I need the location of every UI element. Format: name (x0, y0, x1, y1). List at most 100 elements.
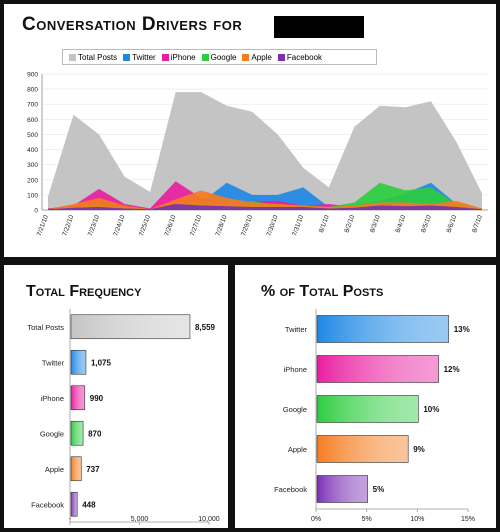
y-tick-label: 500 (27, 132, 38, 139)
pct-bar-shade-twitter (316, 315, 450, 343)
y-tick-label: 700 (27, 102, 38, 109)
freq-x-tick-label: 10,000 (198, 516, 220, 523)
x-tick-label: 8/5/10 (420, 214, 433, 234)
freq-category-label: Facebook (31, 500, 64, 509)
area-series-total-posts (48, 92, 482, 210)
pct-category-label: Facebook (274, 485, 307, 494)
frequency-chart-svg: Total Posts 8,559 Twitter 1,075 iPhone 990 Goo… (27, 309, 220, 525)
x-tick-label: 7/30/10 (266, 214, 280, 237)
freq-value-label: 8,559 (195, 323, 216, 332)
freq-value-label: 1,075 (91, 358, 112, 367)
pct-x-tick-label: 15% (461, 516, 475, 523)
freq-bar-shade-facebook (70, 491, 78, 517)
pct-x-tick-label: 0% (311, 516, 321, 523)
frequency-chart-panel: Total Frequency Total Posts 8,559 Twitter 1… (4, 265, 228, 528)
pct-x-tick-label: 10% (410, 516, 424, 523)
pct-value-label: 10% (423, 405, 439, 414)
legend-label-facebook: Facebook (286, 52, 323, 62)
freq-bar-shade-iphone (70, 385, 86, 411)
pct-value-label: 13% (454, 325, 470, 334)
pct-category-label: Google (283, 405, 307, 414)
legend-swatch-facebook (277, 53, 285, 61)
x-tick-label: 7/26/10 (164, 214, 178, 237)
pct-value-label: 9% (413, 445, 425, 454)
legend-item-facebook: Facebook (277, 52, 323, 62)
freq-category-label: Apple (45, 465, 64, 474)
x-tick-label: 8/6/10 (446, 214, 459, 234)
legend-item-twitter: Twitter (123, 53, 156, 62)
freq-value-label: 870 (88, 429, 102, 438)
y-tick-label: 900 (27, 72, 38, 79)
legend-item-google: Google (201, 52, 237, 62)
freq-category-label: Twitter (42, 358, 65, 367)
area-chart-legend: Total Posts Twitter iPhone Google Apple Faceb… (62, 49, 377, 65)
y-tick-label: 300 (27, 162, 38, 169)
y-tick-label: 800 (27, 87, 38, 94)
freq-bar-shade-google (70, 420, 84, 446)
y-tick-label: 100 (27, 192, 38, 199)
legend-item-total-posts: Total Posts (69, 53, 117, 62)
x-tick-label: 8/2/10 (343, 214, 356, 234)
pct-bar-shade-apple (316, 435, 409, 463)
x-tick-label: 8/3/10 (369, 214, 382, 234)
legend-swatch-google (201, 53, 209, 61)
legend-swatch-apple (242, 53, 250, 61)
pct-x-tick-label: 5% (362, 516, 372, 523)
redacted-brand-box (274, 16, 364, 38)
x-tick-label: 8/7/10 (471, 214, 484, 234)
legend-swatch-iphone (161, 53, 169, 61)
y-tick-label: 600 (27, 117, 38, 124)
freq-value-label: 990 (90, 394, 104, 403)
pct-bar-shade-facebook (316, 475, 368, 503)
x-tick-label: 7/25/10 (138, 214, 152, 237)
area-chart-svg: 0 100 200 300 400 500 600 700 800 900 7/21/10 7/22/… (27, 72, 488, 237)
freq-bar-shade-apple (70, 456, 82, 482)
freq-category-label: Total Posts (27, 323, 64, 332)
legend-item-apple: Apple (242, 52, 272, 62)
freq-bar-shade-twitter (70, 349, 87, 375)
legend-swatch-total-posts (69, 53, 76, 61)
pct-category-label: Apple (288, 445, 307, 454)
pct-category-label: Twitter (285, 325, 308, 334)
x-tick-label: 7/21/10 (36, 214, 50, 237)
freq-category-label: Google (40, 429, 64, 438)
x-tick-label: 7/23/10 (87, 214, 101, 237)
x-tick-label: 7/24/10 (112, 214, 126, 237)
pct-value-label: 12% (444, 365, 460, 374)
area-chart-title-text: Conversation Drivers for (22, 14, 243, 35)
area-series-apple (48, 190, 482, 210)
legend-label-twitter: Twitter (132, 52, 156, 62)
legend-swatch-twitter (123, 53, 131, 61)
freq-x-tick-label: - (69, 516, 72, 523)
legend-label-google: Google (210, 52, 237, 62)
pct-value-label: 5% (373, 485, 385, 494)
freq-x-tick-label: 5,000 (131, 516, 149, 523)
x-tick-label: 7/29/10 (240, 214, 254, 237)
freq-value-label: 448 (82, 500, 96, 509)
legend-label-apple: Apple (251, 52, 272, 62)
percent-chart-svg: Twitter 13% iPhone 12% Google 10% Apple 9% Faceb… (274, 309, 475, 523)
area-series-facebook (48, 203, 482, 210)
y-tick-label: 400 (27, 147, 38, 154)
area-series-iphone (48, 181, 482, 210)
legend-label-iphone: iPhone (170, 52, 196, 62)
x-tick-label: 7/31/10 (291, 214, 305, 237)
pct-category-label: iPhone (284, 365, 307, 374)
percent-chart-title: % of Total Posts (261, 283, 384, 300)
legend-label-total-posts: Total Posts (78, 52, 118, 62)
x-tick-label: 7/27/10 (189, 214, 203, 237)
freq-category-label: iPhone (41, 394, 64, 403)
x-tick-label: 7/28/10 (215, 214, 229, 237)
pct-bar-shade-iphone (316, 355, 439, 383)
pct-bar-shade-google (316, 395, 419, 423)
freq-value-label: 737 (86, 465, 100, 474)
x-tick-label: 8/4/10 (395, 214, 408, 234)
x-tick-label: 8/1/10 (318, 214, 331, 234)
y-tick-label: 0 (34, 208, 38, 215)
percent-chart-panel: % of Total Posts Twitter 13% iPhone 12% Goog… (235, 265, 496, 528)
y-tick-label: 200 (27, 177, 38, 184)
frequency-chart-title: Total Frequency (26, 283, 142, 300)
area-chart-panel: Conversation Drivers for Total Posts Twit… (4, 4, 496, 257)
x-tick-label: 7/22/10 (61, 214, 75, 237)
area-chart-title: Conversation Drivers for (22, 14, 242, 36)
